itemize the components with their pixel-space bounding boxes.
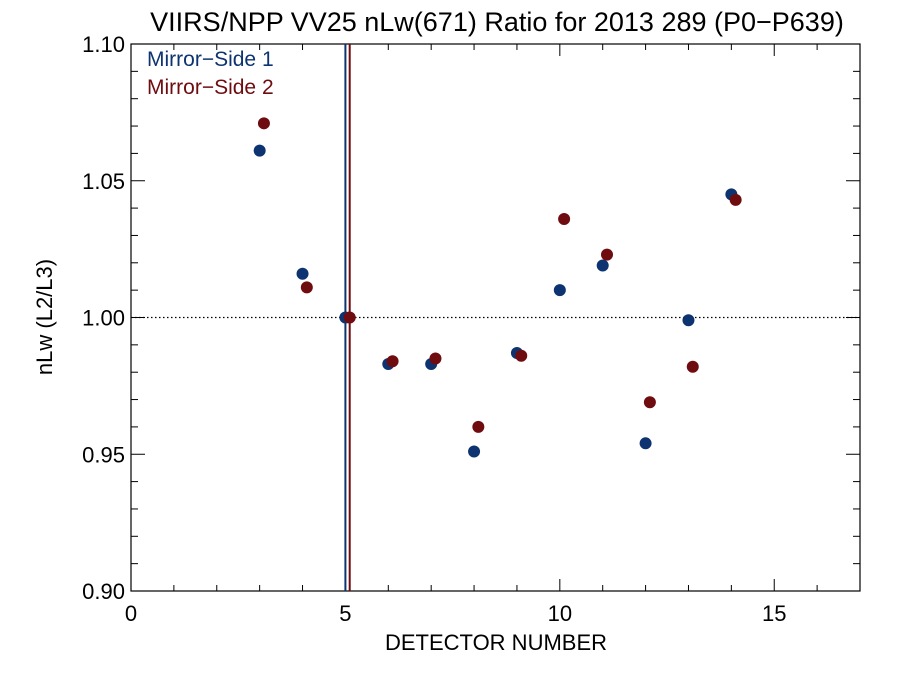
data-points-group [253, 117, 742, 458]
data-point-series-2 [386, 355, 399, 368]
y-tick-label: 1.00 [82, 306, 125, 331]
data-point-series-2 [600, 248, 613, 261]
y-tick-label: 0.95 [82, 442, 125, 467]
y-tick-label: 1.10 [82, 32, 125, 57]
axis-ticks: 0 5 10 15 0.90 0.95 1.00 1.05 1.10 [82, 32, 861, 626]
data-point-series-1 [596, 259, 609, 272]
legend: Mirror−Side 1 Mirror−Side 2 [147, 48, 274, 99]
chart-title: VIIRS/NPP VV25 nLw(671) Ratio for 2013 2… [150, 7, 844, 37]
data-point-series-2 [686, 360, 699, 373]
data-point-series-1 [253, 144, 266, 157]
data-point-series-2 [257, 117, 270, 130]
y-tick-label: 1.05 [82, 169, 125, 194]
data-point-series-2 [643, 396, 656, 409]
data-point-series-2 [300, 281, 313, 294]
data-point-series-2 [472, 420, 485, 433]
data-point-series-2 [343, 311, 356, 324]
data-point-series-1 [296, 267, 309, 280]
y-axis-label: nLw (L2/L3) [32, 259, 57, 375]
legend-entry: Mirror−Side 1 [147, 48, 274, 71]
legend-entry: Mirror−Side 2 [147, 76, 274, 99]
x-tick-label: 10 [548, 601, 572, 626]
data-point-series-2 [558, 213, 571, 226]
data-point-series-1 [468, 445, 481, 458]
data-point-series-1 [639, 437, 652, 450]
x-axis-label: DETECTOR NUMBER [385, 630, 607, 655]
y-tick-label: 0.90 [82, 579, 125, 604]
data-point-series-2 [729, 193, 742, 206]
x-tick-label: 0 [125, 601, 137, 626]
data-point-series-2 [429, 352, 442, 365]
x-tick-label: 5 [339, 601, 351, 626]
x-tick-label: 15 [762, 601, 786, 626]
data-point-series-1 [553, 284, 566, 297]
data-point-series-1 [682, 314, 695, 327]
data-point-series-2 [515, 349, 528, 362]
